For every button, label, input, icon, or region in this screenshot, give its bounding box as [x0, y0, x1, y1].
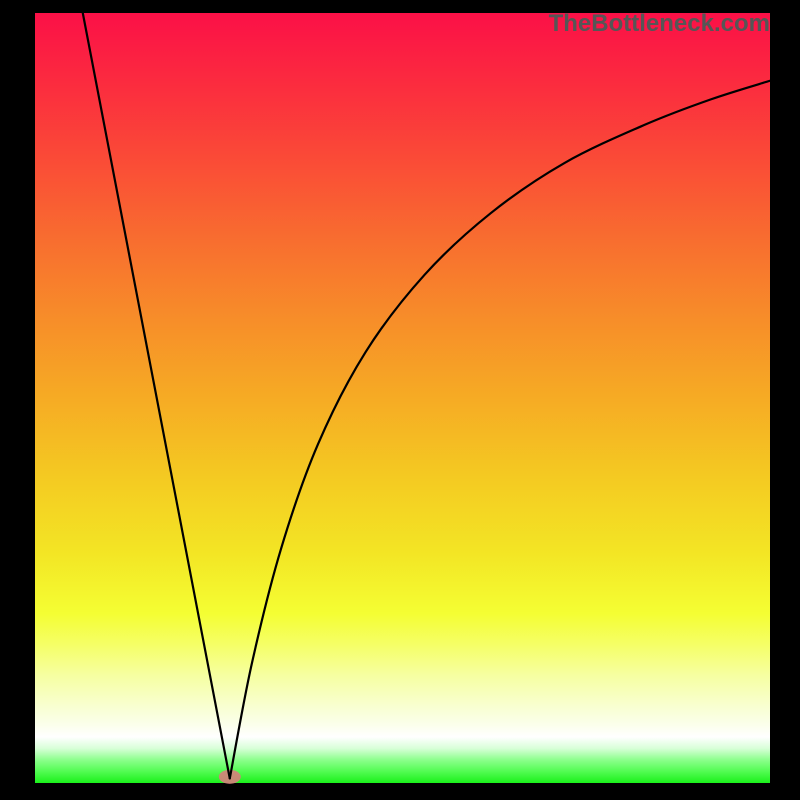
chart-frame: TheBottleneck.com [0, 0, 800, 800]
plot-area [35, 13, 770, 783]
watermark-text: TheBottleneck.com [549, 10, 770, 38]
